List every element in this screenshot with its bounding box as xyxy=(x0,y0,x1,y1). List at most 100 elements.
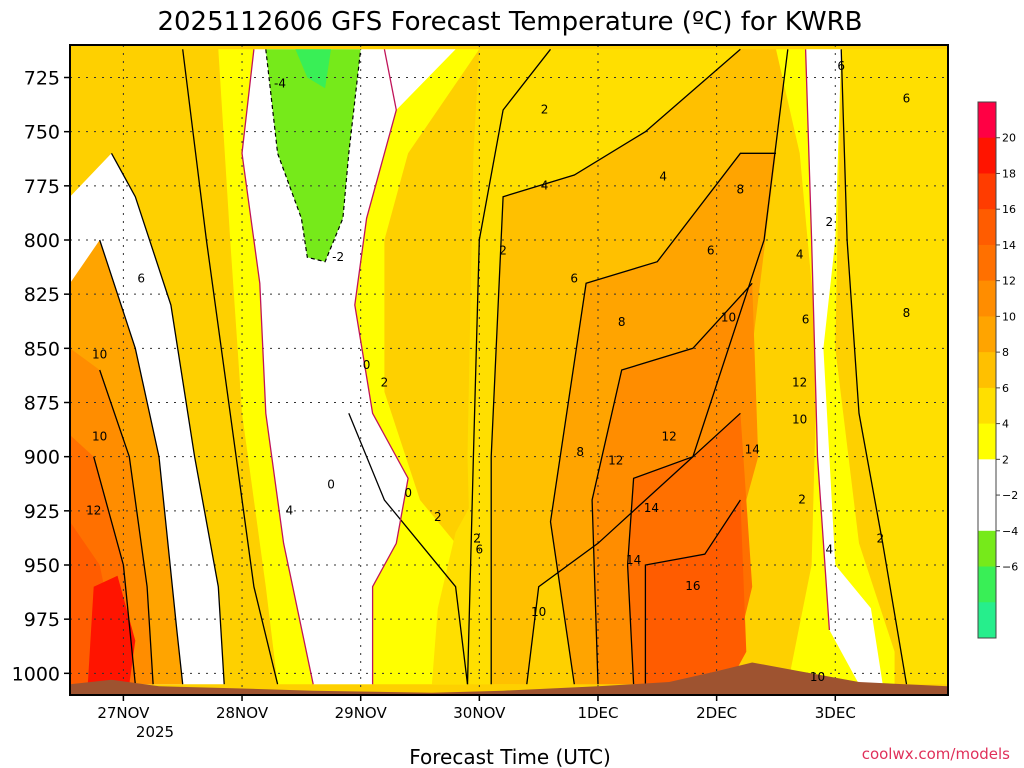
y-tick-label: 825 xyxy=(24,284,60,306)
contour-line xyxy=(626,412,741,685)
colorbar-label: −6 xyxy=(1002,561,1018,574)
y-tick-label: 775 xyxy=(24,176,60,198)
band-east-warm xyxy=(841,49,948,685)
contour-label: 4 xyxy=(796,248,804,262)
contour-label: 2 xyxy=(877,532,885,546)
contour-line xyxy=(241,49,314,685)
contour-label: 6 xyxy=(137,272,145,286)
chart-title: 2025112606 GFS Forecast Temperature (ºC)… xyxy=(157,7,862,37)
x-tick-label: 2DEC xyxy=(696,704,737,722)
contour-label: 10 xyxy=(810,670,825,684)
y-tick-label: 900 xyxy=(24,447,60,469)
colorbar-label: 6 xyxy=(1002,382,1009,395)
contour-label: 0 xyxy=(327,477,335,491)
colorbar-swatch xyxy=(978,495,996,532)
contour-label: 2 xyxy=(381,376,389,390)
colorbar-swatch xyxy=(978,209,996,246)
contour-line xyxy=(840,49,908,685)
contour-line xyxy=(354,49,409,685)
contour-label: 6 xyxy=(802,313,810,327)
contour-label: 2 xyxy=(541,103,549,117)
band-cold-green xyxy=(265,49,361,262)
contour-label: 6 xyxy=(476,542,484,556)
contour-line xyxy=(265,49,362,263)
y-tick-label: 800 xyxy=(24,230,60,252)
contour-line xyxy=(526,49,789,685)
contour-label: 10 xyxy=(92,347,107,361)
y-tick-label: 1000 xyxy=(12,663,60,685)
contour-label: 14 xyxy=(626,553,641,567)
colorbar-swatch xyxy=(978,173,996,210)
band-near-zero-white xyxy=(242,49,456,685)
y-tick-label: 975 xyxy=(24,609,60,631)
y-tick-label: 925 xyxy=(24,501,60,523)
x-tick-label: 29NOV xyxy=(335,704,388,722)
contour-line xyxy=(466,48,552,685)
colorbar-label: 8 xyxy=(1002,346,1009,359)
contour-label: 8 xyxy=(737,183,745,197)
colorbar-swatch xyxy=(978,459,996,496)
contour-line xyxy=(591,282,753,685)
contour-label: 2 xyxy=(473,532,481,546)
contour-label: 12 xyxy=(792,376,807,390)
contour-line xyxy=(549,152,776,685)
colorbar-swatch xyxy=(978,102,996,139)
contour-line xyxy=(490,48,741,685)
colorbar-swatch xyxy=(978,280,996,317)
contour-label: 8 xyxy=(618,315,626,329)
x-axis: 27NOV 28NOV 29NOV 30NOV 1DEC 2DEC 3DEC xyxy=(97,695,856,722)
x-tick-label: 27NOV xyxy=(97,704,150,722)
credit-text[interactable]: coolwx.com/models xyxy=(862,745,1010,763)
contour-label: 14 xyxy=(644,501,659,515)
contour-label: 6 xyxy=(837,59,845,73)
contour-line xyxy=(93,456,136,685)
contour-line xyxy=(110,152,225,685)
contour-labels: -4-2000222222224444466666668888101010101… xyxy=(86,59,910,684)
colorbar-swatch xyxy=(978,244,996,282)
colorbar-swatch xyxy=(978,423,996,460)
contour-label: 0 xyxy=(404,486,412,500)
colorbar-swatch xyxy=(978,387,996,425)
contour-label: -2 xyxy=(332,250,344,264)
colorbar: 20 18 16 14 12 10 8 6 4 2 −2 −4 −6 xyxy=(977,101,1018,639)
colorbar-swatch xyxy=(978,530,996,568)
contour-label: 4 xyxy=(286,503,294,517)
colorbar-label: 10 xyxy=(1002,310,1016,323)
contour-line xyxy=(99,239,184,685)
contour-lines xyxy=(93,48,908,685)
x-tick-label: 30NOV xyxy=(453,704,506,722)
contour-label: 4 xyxy=(659,170,667,184)
contour-label: 2 xyxy=(434,510,442,524)
colorbar-label: 14 xyxy=(1002,239,1016,252)
y-axis: 725 750 775 800 825 850 875 900 925 950 975 1000 xyxy=(12,68,70,685)
contour-line xyxy=(348,413,469,685)
contour-label: 4 xyxy=(541,178,549,192)
colorbar-swatch xyxy=(978,137,996,174)
colorbar-label: 12 xyxy=(1002,275,1016,288)
colorbar-label: −2 xyxy=(1002,489,1018,502)
year-label: 2025 xyxy=(136,723,174,741)
contour-label: 12 xyxy=(608,454,623,468)
contour-label: 12 xyxy=(662,430,677,444)
contour-label: 8 xyxy=(903,306,911,320)
colorbar-frame xyxy=(977,101,997,639)
plot-area: -4-2000222222224444466666668888101010101… xyxy=(69,44,949,696)
colorbar-swatch xyxy=(978,602,996,639)
contour-label: 10 xyxy=(92,430,107,444)
contour-label: 6 xyxy=(707,243,715,257)
contour-label: 14 xyxy=(745,443,760,457)
contour-label: 0 xyxy=(363,358,371,372)
band-mid-14-16 xyxy=(645,500,747,685)
colorbar-label: 16 xyxy=(1002,203,1016,216)
x-tick-label: 3DEC xyxy=(815,704,856,722)
contour-line xyxy=(182,49,279,685)
contour-label: 10 xyxy=(531,605,546,619)
colorbar-swatch xyxy=(978,352,996,389)
x-axis-label: Forecast Time (UTC) xyxy=(409,745,611,768)
colorbar-label: 2 xyxy=(1002,453,1009,466)
band-east-white xyxy=(805,49,883,685)
band-cold-bluegreen xyxy=(295,49,331,89)
contour-label: 2 xyxy=(499,243,507,257)
contour-line xyxy=(99,369,154,685)
